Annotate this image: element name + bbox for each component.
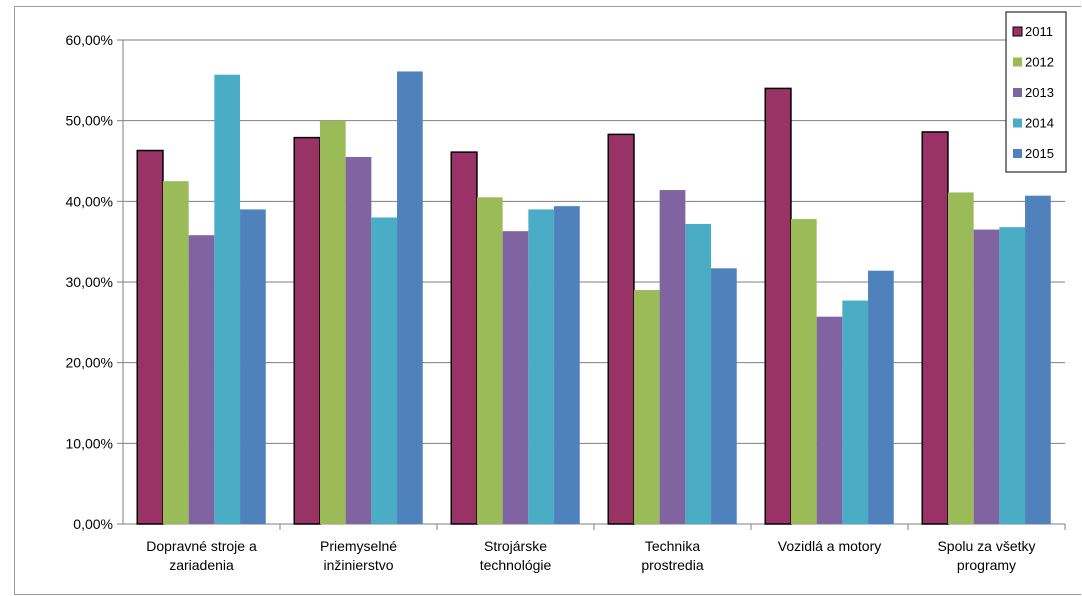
x-category-label: Technika <box>645 538 700 554</box>
bar-2015 <box>397 71 423 525</box>
bar-2015 <box>240 209 266 524</box>
y-tick-label: 20,00% <box>66 355 113 371</box>
x-category-label: zariadenia <box>169 557 234 573</box>
y-tick-label: 0,00% <box>73 516 113 532</box>
bar-2012 <box>319 120 346 525</box>
bar-2014 <box>371 217 398 524</box>
bar-2011 <box>607 133 635 525</box>
x-category-label: Dopravné stroje a <box>146 538 257 554</box>
x-category-label: Spolu za všetky <box>937 538 1035 554</box>
bar-2013 <box>502 231 529 524</box>
y-tick-label: 40,00% <box>66 193 113 209</box>
legend-swatch <box>1013 149 1022 158</box>
bar-2012 <box>476 197 503 525</box>
x-category-label: Vozidlá a motory <box>778 538 882 554</box>
bar-2011 <box>450 151 478 525</box>
bar-2011 <box>921 131 949 525</box>
bar-2012 <box>790 219 817 524</box>
x-category-label: inžinierstvo <box>323 557 393 573</box>
legend-label: 2011 <box>1025 24 1053 39</box>
bar-2014 <box>842 300 869 524</box>
bar-2011 <box>764 87 792 525</box>
bar-2015 <box>868 270 894 524</box>
bar-2012 <box>162 181 189 524</box>
bar-2014 <box>685 223 712 525</box>
y-tick-label: 30,00% <box>66 274 113 290</box>
x-category-label: prostredia <box>641 557 703 573</box>
chart-frame <box>14 6 1081 595</box>
x-category-label: technológie <box>480 557 552 573</box>
bar-2012 <box>633 290 660 524</box>
x-category-label: Strojárske <box>484 538 547 554</box>
legend-swatch <box>1012 26 1023 37</box>
legend-swatch <box>1013 88 1022 97</box>
legend-label: 2013 <box>1025 85 1054 100</box>
bar-2013 <box>345 156 372 524</box>
bar-2013 <box>659 190 686 525</box>
bar-2014 <box>999 227 1026 524</box>
bar-2014 <box>528 209 555 524</box>
x-category-label: programy <box>957 557 1016 573</box>
legend-label: 2014 <box>1025 116 1054 131</box>
bar-2013 <box>188 235 215 525</box>
bar-2015 <box>554 206 580 524</box>
bar-2013 <box>816 316 843 524</box>
bar-2011 <box>136 149 164 525</box>
y-tick-label: 10,00% <box>66 435 113 451</box>
x-category-label: Priemyselné <box>320 538 397 554</box>
bar-2015 <box>711 268 737 524</box>
legend-swatch <box>1013 118 1022 128</box>
bar-2013 <box>973 229 1000 525</box>
legend-label: 2012 <box>1025 55 1054 70</box>
bar-2011 <box>293 136 321 525</box>
bar-2015 <box>1025 195 1051 525</box>
legend-swatch <box>1013 57 1022 67</box>
y-tick-label: 60,00% <box>66 32 113 48</box>
y-tick-label: 50,00% <box>66 113 113 129</box>
bar-2014 <box>214 74 241 524</box>
legend-label: 2015 <box>1025 146 1054 161</box>
bar-2012 <box>947 192 974 524</box>
